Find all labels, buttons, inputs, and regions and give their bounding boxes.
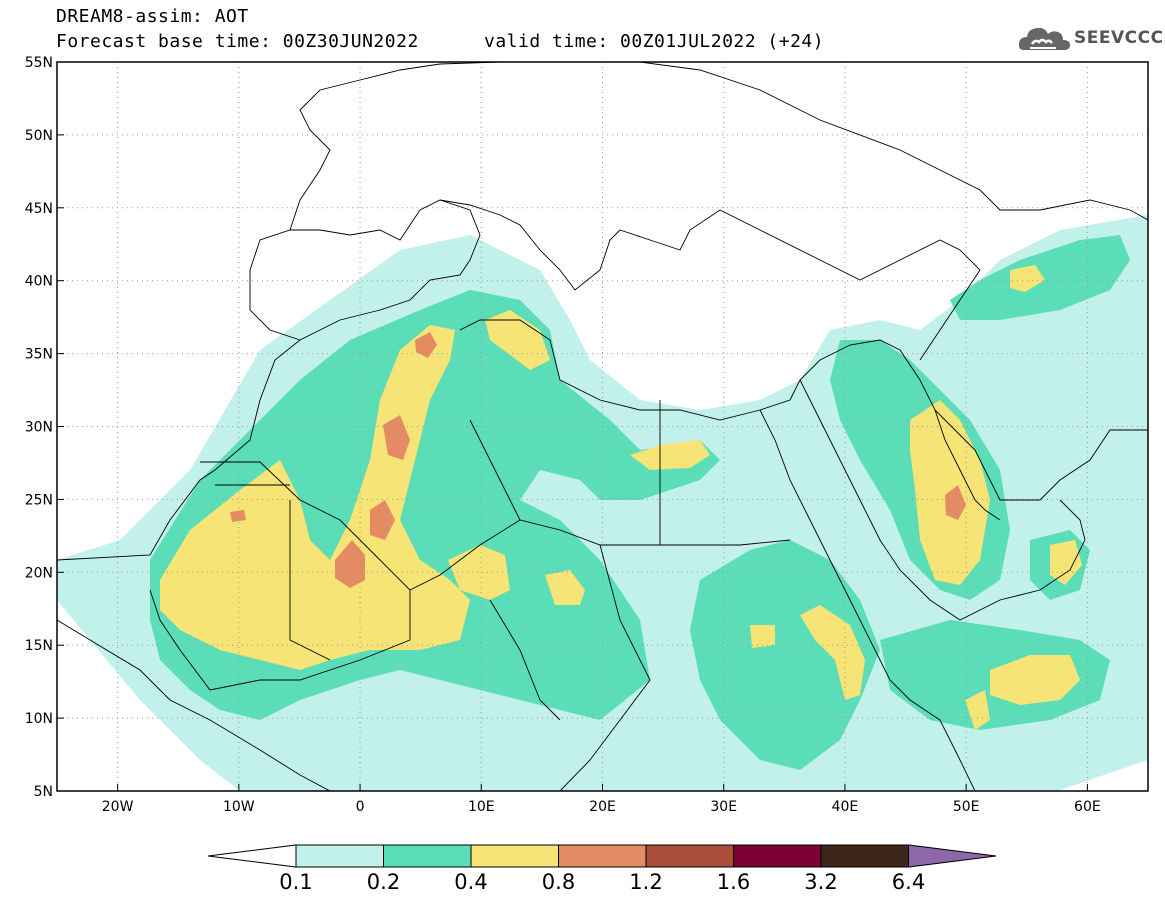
lon-label: 40E <box>832 799 859 815</box>
seevccc-logo: SEEVCCC <box>1018 22 1163 56</box>
colorbar-label: 1.6 <box>716 870 751 894</box>
cloud-icon <box>1018 27 1070 50</box>
title-product: DREAM8-assim: AOT <box>56 6 249 27</box>
lat-label: 15N <box>25 638 53 654</box>
lon-label: 20E <box>589 799 616 815</box>
aot-colorbar <box>207 844 997 868</box>
colorbar-segment <box>295 844 384 868</box>
logo-text: SEEVCCC <box>1074 28 1164 48</box>
colorbar-label: 0.1 <box>279 870 313 894</box>
colorbar-segment <box>558 844 647 868</box>
lat-label: 20N <box>25 565 53 581</box>
colorbar-label: 0.2 <box>366 870 401 894</box>
coastlines <box>57 62 1148 791</box>
longitude-axis: 20W 10W 0 10E 20E 30E 40E 50E 60E <box>102 784 1101 815</box>
lat-label: 25N <box>25 492 53 508</box>
lat-label: 50N <box>25 128 53 144</box>
colorbar-label: 6.4 <box>891 870 926 894</box>
lon-label: 60E <box>1074 799 1101 815</box>
colorbar-label: 0.8 <box>541 870 576 894</box>
colorbar-high-triangle <box>908 844 997 868</box>
title-base-time: Forecast base time: 00Z30JUN2022 <box>56 31 419 52</box>
lon-label: 30E <box>710 799 737 815</box>
lon-label: 10W <box>223 799 255 815</box>
lon-label: 20W <box>102 799 134 815</box>
lat-label: 10N <box>25 711 53 727</box>
lat-label: 5N <box>34 784 53 800</box>
aot-contour-0.8 <box>230 332 966 588</box>
colorbar-segment <box>733 844 822 868</box>
colorbar-low-triangle <box>207 844 297 868</box>
lat-label: 40N <box>25 274 53 290</box>
lat-label: 55N <box>25 55 53 71</box>
aot-field <box>57 215 1148 791</box>
title-valid-time: valid time: 00Z01JUL2022 (+24) <box>484 31 825 52</box>
colorbar-segment <box>820 844 909 868</box>
colorbar-label: 3.2 <box>804 870 838 894</box>
colorbar-segment <box>470 844 559 868</box>
lon-label: 0 <box>356 799 365 815</box>
lon-label: 50E <box>953 799 980 815</box>
colorbar-segment <box>383 844 472 868</box>
lon-label: 10E <box>468 799 495 815</box>
colorbar-label: 0.4 <box>454 870 488 894</box>
latitude-axis: 55N 50N 45N 40N 35N 30N 25N 20N 15N 10N 5N <box>25 55 64 800</box>
lat-label: 45N <box>25 201 53 217</box>
colorbar-segment <box>645 844 734 868</box>
colorbar-label: 1.2 <box>629 870 663 894</box>
lat-label: 30N <box>25 420 53 436</box>
lat-label: 35N <box>25 347 53 363</box>
